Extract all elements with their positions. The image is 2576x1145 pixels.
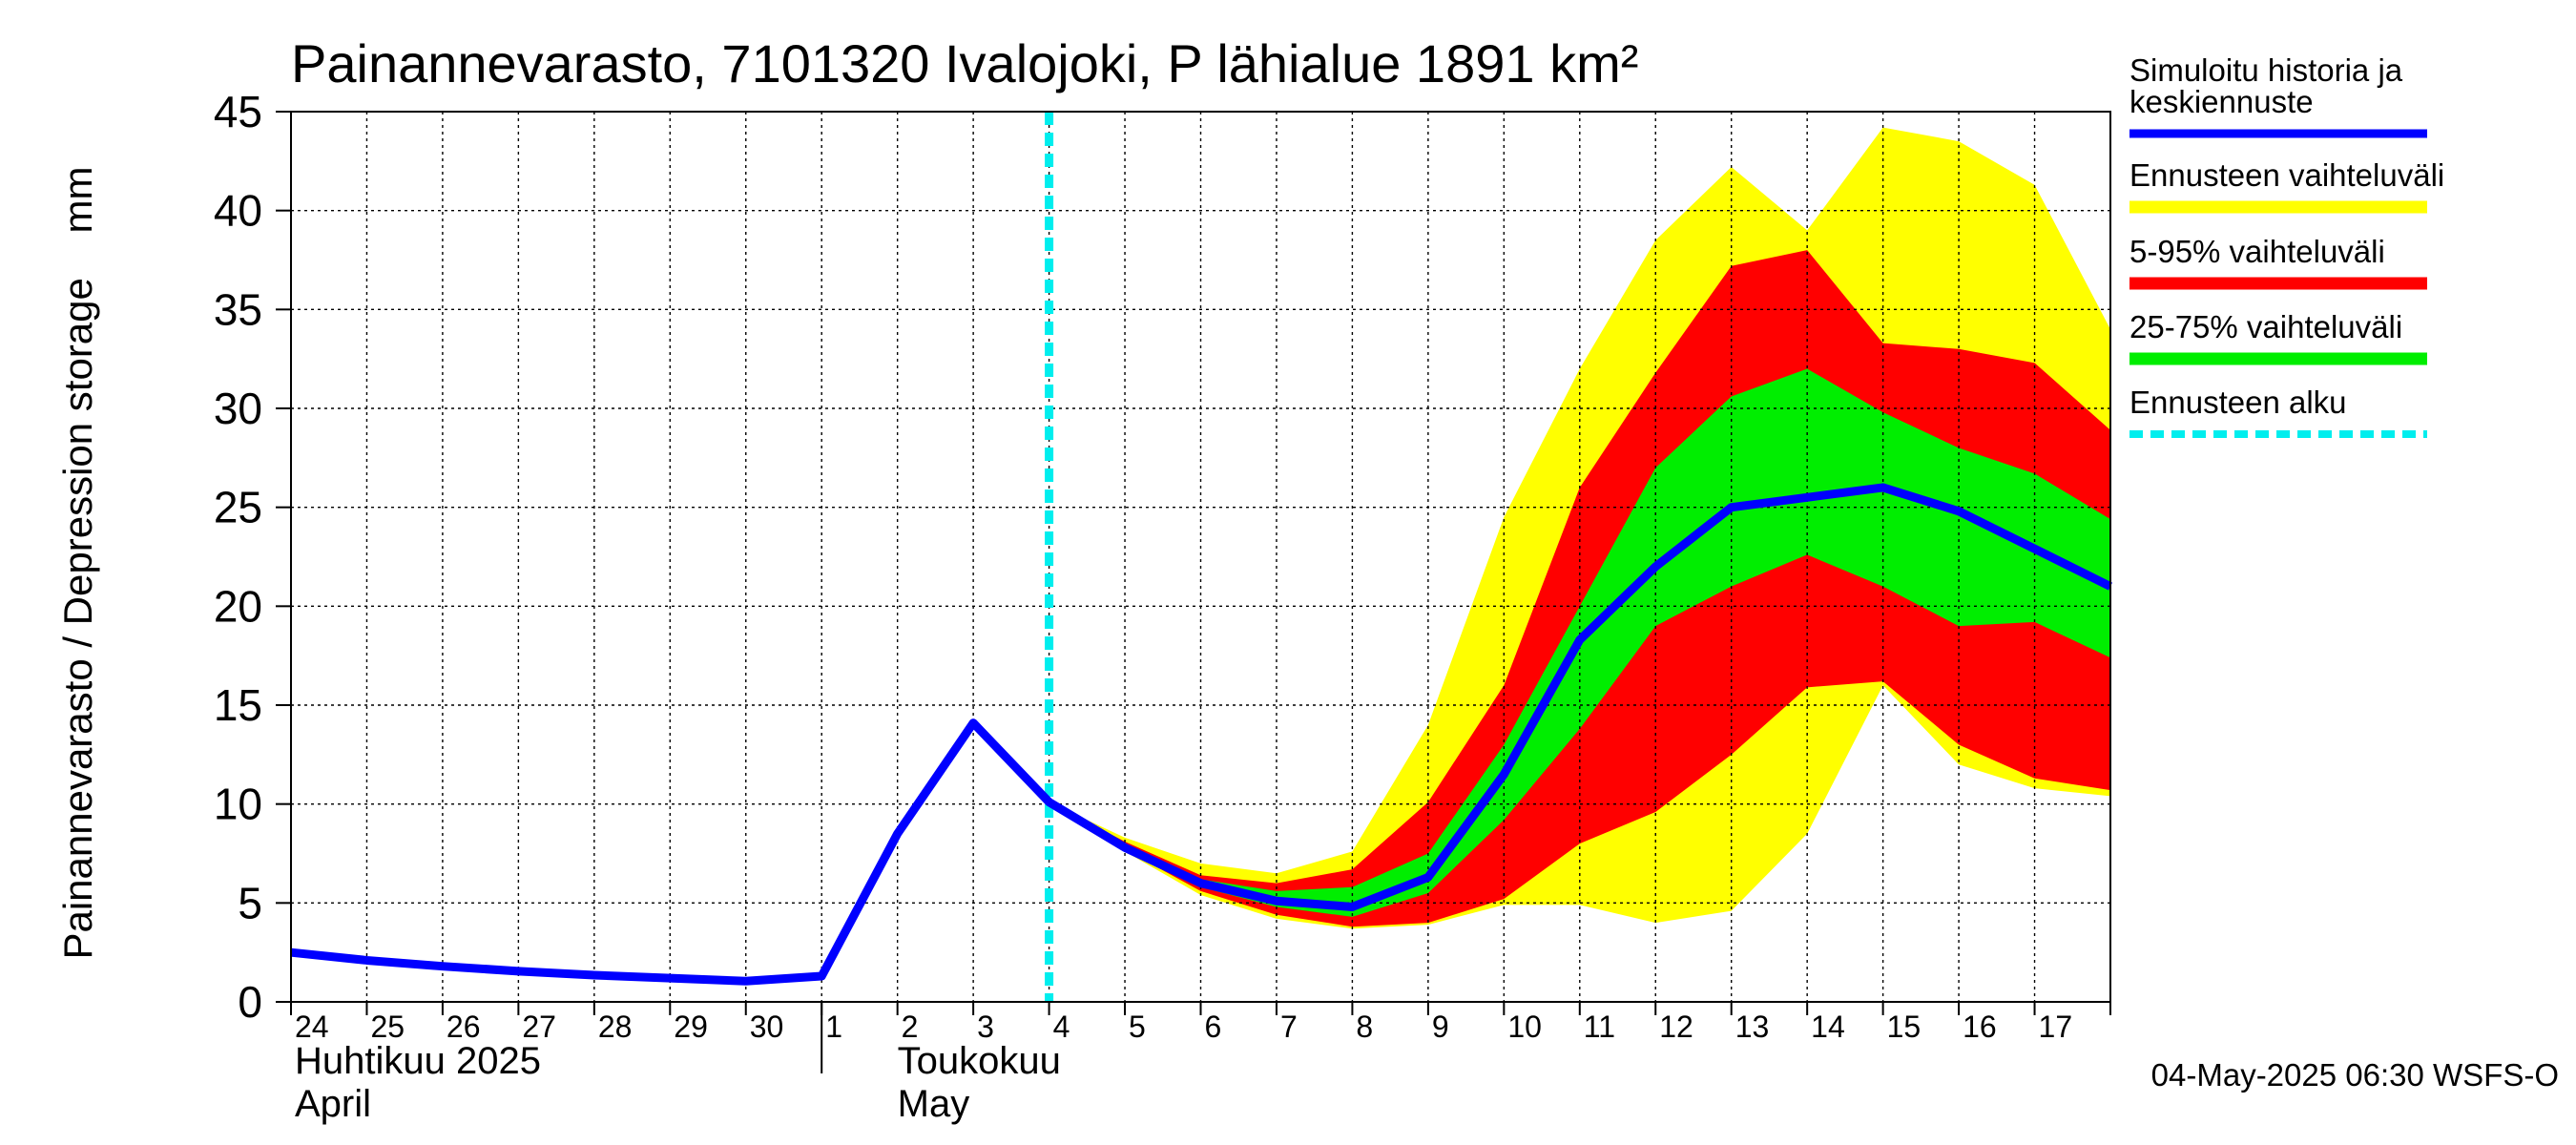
x-ticks: 24 25 26 27 28 29 30 1 2 3 4 5 6 7 8 9 10 11 12 13 14 15 16 17	[290, 1002, 2111, 1044]
y-tick-label: 15	[214, 680, 262, 730]
month-label-en: May	[898, 1083, 970, 1125]
x-tick-label: 15	[1887, 1010, 1922, 1044]
x-tick-label: 27	[522, 1010, 556, 1044]
x-tick-label: 9	[1432, 1010, 1449, 1044]
y-tick-label: 30	[214, 384, 262, 433]
legend-label: Ennusteen alku	[2129, 385, 2347, 420]
legend-label: Simuloitu historia ja	[2129, 52, 2403, 88]
x-tick-label: 6	[1205, 1010, 1222, 1044]
y-tick-label: 45	[214, 87, 262, 136]
y-tick-label: 40	[214, 186, 262, 236]
y-tick-label: 5	[238, 878, 262, 927]
y-ticks: 0 5 10 15 20 25 30 35 40 45	[214, 87, 291, 1027]
x-tick-label: 2	[902, 1010, 919, 1044]
y-tick-label: 25	[214, 483, 262, 532]
chart-title: Painannevarasto, 7101320 Ivalojoki, P lä…	[291, 33, 1638, 94]
x-tick-label: 3	[977, 1010, 994, 1044]
legend-label: Ennusteen vaihteluväli	[2129, 157, 2444, 193]
x-tick-label: 25	[370, 1010, 405, 1044]
y-tick-label: 35	[214, 284, 262, 334]
month-label: Huhtikuu 2025	[295, 1040, 541, 1082]
y-tick-label: 0	[238, 977, 262, 1027]
x-tick-label: 16	[1963, 1010, 1997, 1044]
x-tick-label: 29	[674, 1010, 708, 1044]
month-label: Toukokuu	[898, 1040, 1061, 1082]
x-tick-label: 5	[1129, 1010, 1146, 1044]
series-lines	[290, 112, 2112, 1002]
x-tick-label: 10	[1507, 1010, 1542, 1044]
median-line	[290, 483, 2112, 986]
x-tick-label: 24	[295, 1010, 329, 1044]
timestamp-footer: 04-May-2025 06:30 WSFS-O	[2151, 1057, 2559, 1093]
x-tick-label: 8	[1356, 1010, 1373, 1044]
y-tick-label: 20	[214, 581, 262, 631]
legend-label: 5-95% vaihteluväli	[2129, 234, 2385, 269]
y-tick-label: 10	[214, 780, 262, 829]
x-tick-label: 26	[447, 1010, 481, 1044]
month-label-en: April	[295, 1083, 371, 1125]
x-tick-label: 17	[2039, 1010, 2073, 1044]
x-tick-label: 1	[825, 1010, 842, 1044]
x-tick-label: 13	[1735, 1010, 1770, 1044]
legend-label: 25-75% vaihteluväli	[2129, 309, 2402, 344]
x-tick-label: 11	[1584, 1010, 1615, 1044]
x-tick-label: 12	[1659, 1010, 1693, 1044]
y-axis-label: Painannevarasto / Depression storage mm	[55, 166, 100, 959]
x-tick-label: 7	[1280, 1010, 1298, 1044]
x-tick-label: 28	[598, 1010, 633, 1044]
legend-label: keskiennuste	[2129, 84, 2314, 119]
x-tick-label: 14	[1811, 1010, 1845, 1044]
x-tick-label: 4	[1053, 1010, 1070, 1044]
x-tick-label: 30	[750, 1010, 784, 1044]
